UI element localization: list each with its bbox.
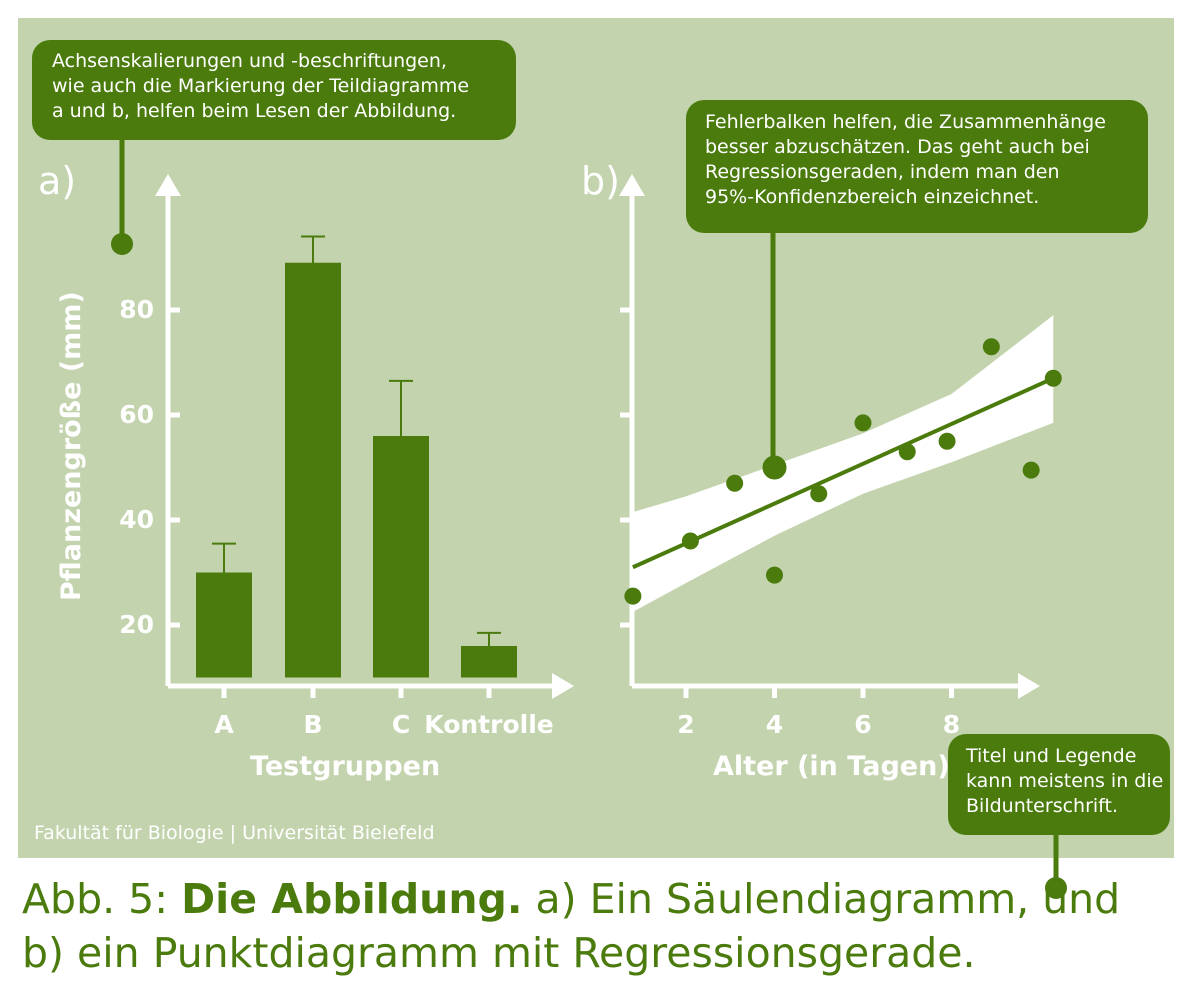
errorbars-callout-line: besser abzuschätzen. Das geht auch bei: [705, 136, 1090, 158]
errorbars-callout-line: Regressionsgeraden, indem man den: [705, 161, 1060, 183]
panel-label-b: b): [581, 159, 620, 203]
data-point: [854, 414, 872, 432]
bar-x-tick-label: Kontrolle: [424, 710, 554, 739]
axes-callout: Achsenskalierungen und -beschriftungen, …: [32, 40, 516, 140]
bar-series: [196, 262, 517, 678]
bar-x-ticks: [221, 686, 492, 698]
legend-callout-line: kann meistens in die: [966, 770, 1164, 792]
data-point: [810, 485, 828, 503]
data-point: [681, 532, 699, 550]
scatter-x-axis-arrow: [1018, 673, 1040, 699]
data-point: [938, 432, 956, 450]
data-point: [766, 566, 783, 584]
data-point: [726, 474, 744, 492]
errorbars-callout-line: Fehlerbalken helfen, die Zusammenhänge: [705, 111, 1106, 133]
axes-callout-line: Achsenskalierungen und -beschriftungen,: [52, 50, 447, 72]
caption-text: a) Ein Säulendiagramm, und: [522, 875, 1121, 923]
scatter-x-tick-label: 6: [854, 710, 872, 739]
credit-line: Fakultät für Biologie | Universität Biel…: [34, 822, 435, 844]
bar-y-axis-arrow: [155, 174, 181, 196]
error-bar: [301, 235, 325, 288]
callout-connectors: [111, 128, 1059, 858]
caption-line2: b) ein Punktdiagramm mit Regressionsgera…: [22, 929, 976, 977]
bar-y-ticks: [168, 307, 180, 628]
scatter-x-tick-label: 8: [942, 710, 961, 739]
scatter-x-ticks: [683, 686, 954, 698]
chart-canvas: [111, 128, 1062, 858]
bar-y-tick-label: 60: [119, 400, 154, 429]
error-bars: [212, 235, 501, 661]
figure-panel: a) b) 20 40 60 80 A B C Kontrolle 2 4 6 8 Pflanze…: [18, 18, 1174, 858]
regression-line: [632, 376, 1055, 570]
scatter-x-tick-label: 4: [765, 710, 784, 739]
confidence-band: [632, 315, 1054, 612]
data-point: [898, 443, 916, 461]
legend-callout-line: Titel und Legende: [966, 745, 1137, 767]
bar-x-tick-label: B: [303, 710, 323, 739]
data-point: [624, 587, 642, 605]
caption-title: Die Abbildung.: [181, 875, 523, 923]
scatter-y-axis-arrow: [619, 174, 645, 196]
bar-chart-axes: [155, 174, 574, 699]
scatter-y-ticks: [620, 307, 632, 628]
bar-y-tick-label: 80: [119, 295, 154, 324]
scatter-x-tick-label: 2: [677, 710, 695, 739]
caption-prefix: Abb. 5:: [22, 875, 182, 923]
legend-callout: Titel und Legende kann meistens in die B…: [948, 734, 1170, 835]
bar-x-axis-arrow: [552, 673, 574, 699]
regression-layer: [632, 376, 1055, 570]
error-bar: [212, 542, 236, 605]
data-point: [1044, 369, 1062, 387]
axes-callout-dot: [111, 233, 133, 255]
figure-caption: Abb. 5: Die Abbildung. a) Ein Säulendiag…: [22, 872, 1182, 980]
confidence-band-layer: [632, 315, 1054, 612]
bar-x-tick-label: A: [214, 710, 234, 739]
data-point: [982, 338, 1000, 356]
error-bar: [477, 631, 501, 661]
axes-callout-line: wie auch die Markierung der Teildiagramm…: [52, 75, 470, 97]
axes-callout-line: a und b, helfen beim Lesen der Abbildung…: [52, 100, 457, 122]
legend-callout-line: Bildunterschrift.: [966, 795, 1119, 817]
bar-y-tick-label: 20: [119, 610, 154, 639]
scatter-x-axis-title: Alter (in Tagen): [713, 751, 950, 782]
panel-label-a: a): [38, 159, 77, 203]
data-point: [1022, 461, 1040, 479]
bar-x-axis-title: Testgruppen: [250, 751, 441, 782]
errorbars-callout: Fehlerbalken helfen, die Zusammenhänge b…: [686, 100, 1148, 233]
bar-y-axis-title: Pflanzengröße (mm): [56, 291, 87, 601]
error-bar: [389, 379, 413, 493]
bar-x-tick-label: C: [391, 710, 411, 739]
bar: [285, 262, 341, 678]
errorbars-callout-line: 95%-Konfidenzbereich einzeichnet.: [705, 186, 1040, 208]
bar-y-tick-label: 40: [119, 505, 154, 534]
